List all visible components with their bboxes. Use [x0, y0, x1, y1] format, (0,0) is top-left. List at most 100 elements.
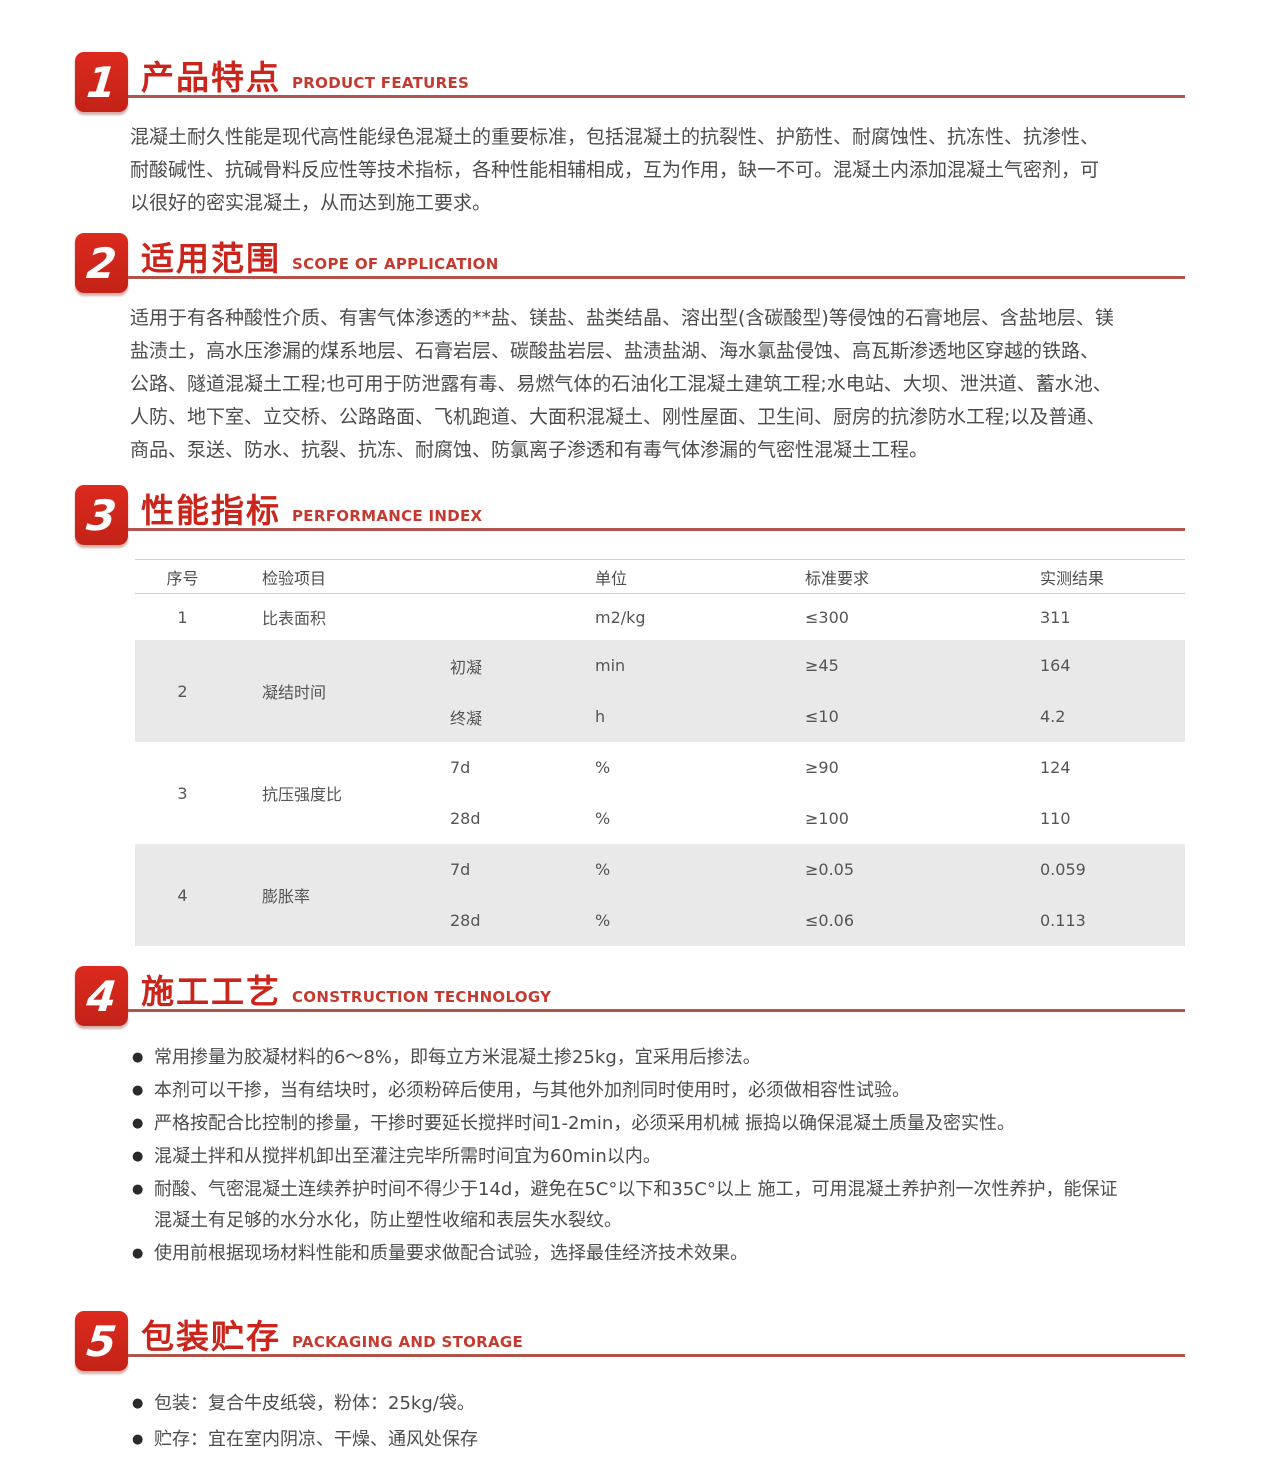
bullet-line: 混凝土有足够的水分水化，防止塑性收缩和表层失水裂纹。 — [154, 1210, 622, 1231]
table-cell: 110 — [1040, 809, 1071, 828]
table-cell: 凝结时间 — [262, 683, 327, 702]
bullet-icon: ● — [132, 1432, 144, 1447]
bullet-line: 使用前根据现场材料性能和质量要求做配合试验，选择最佳经济技术效果。 — [154, 1243, 748, 1264]
bullet-icon: ● — [132, 1050, 144, 1065]
bullet-item: ● 常用掺量为胶凝材料的6～8%，即每立方米混凝土掺25kg，宜采用后掺法。 — [132, 1042, 1185, 1073]
section-header: 1 产品特点 PRODUCT FEATURES — [75, 52, 1185, 112]
paragraph-line: 人防、地下室、立交桥、公路路面、飞机跑道、大面积混凝土、刚性屋面、卫生间、厨房的… — [130, 406, 1106, 428]
section-header: 5 包装贮存 PACKAGING AND STORAGE — [75, 1311, 1185, 1371]
section-title-row: 适用范围 SCOPE OF APPLICATION — [128, 233, 1185, 279]
section-subtitle: CONSTRUCTION TECHNOLOGY — [292, 988, 552, 1006]
bullet-item: ● 使用前根据现场材料性能和质量要求做配合试验，选择最佳经济技术效果。 — [132, 1238, 1185, 1269]
bullet-icon: ● — [132, 1246, 144, 1261]
paragraph: 混凝土耐久性能是现代高性能绿色混凝土的重要标准，包括混凝土的抗裂性、护筋性、耐腐… — [130, 121, 1165, 220]
table-header-cell: 标准要求 — [805, 568, 870, 588]
section-header: 3 性能指标 PERFORMANCE INDEX — [75, 485, 1185, 545]
paragraph-line: 商品、泵送、防水、抗裂、抗冻、耐腐蚀、防氯离子渗透和有毒气体渗漏的气密性混凝土工… — [130, 439, 929, 461]
paragraph-line: 公路、隧道混凝土工程;也可用于防泄露有毒、易燃气体的石油化工混凝土建筑工程;水电… — [130, 373, 1112, 395]
table-cell: % — [595, 911, 611, 930]
section-subtitle: PACKAGING AND STORAGE — [292, 1333, 524, 1351]
bullet-icon: ● — [132, 1149, 144, 1164]
table-cell: 2 — [177, 681, 188, 701]
bullet-list: ● 包装：复合牛皮纸袋，粉体：25kg/袋。 ● 贮存：宜在室内阴凉、干燥、通风… — [132, 1387, 1185, 1457]
bullet-item: ● 贮存：宜在室内阴凉、干燥、通风处保存 — [132, 1423, 1185, 1457]
section-number: 4 — [84, 971, 119, 1021]
section-subtitle: PRODUCT FEATURES — [292, 74, 470, 92]
table-header-row: 序号 检验项目 单位 标准要求 实测结果 — [135, 560, 1185, 594]
table-cell: 4 — [177, 885, 188, 905]
table-header-cell: 检验项目 — [262, 568, 327, 588]
section-title-row: 施工工艺 CONSTRUCTION TECHNOLOGY — [128, 966, 1185, 1012]
table-cell: 4.2 — [1040, 707, 1066, 726]
section-number-badge: 2 — [75, 233, 128, 293]
table-cell: ≥100 — [805, 809, 849, 828]
paragraph: 适用于有各种酸性介质、有害气体渗透的**盐、镁盐、盐类结晶、溶出型(含碳酸型)等… — [130, 302, 1165, 467]
bullet-item: ● 包装：复合牛皮纸袋，粉体：25kg/袋。 — [132, 1387, 1185, 1421]
table-cell: ≥90 — [805, 758, 839, 777]
paragraph-line: 混凝土耐久性能是现代高性能绿色混凝土的重要标准，包括混凝土的抗裂性、护筋性、耐腐… — [130, 126, 1100, 148]
table-cell: 7d — [450, 758, 471, 777]
bullet-list: ● 常用掺量为胶凝材料的6～8%，即每立方米混凝土掺25kg，宜采用后掺法。 ●… — [132, 1042, 1185, 1269]
paragraph-line: 以很好的密实混凝土，从而达到施工要求。 — [130, 192, 492, 214]
section-number-badge: 4 — [75, 966, 128, 1026]
bullet-item: ● 本剂可以干掺，当有结块时，必须粉碎后使用，与其他外加剂同时使用时，必须做相容… — [132, 1075, 1185, 1106]
section-title: 产品特点 — [141, 58, 281, 97]
section-title: 施工工艺 — [141, 972, 281, 1011]
table-cell: 164 — [1040, 656, 1071, 675]
table-cell: min — [595, 656, 626, 675]
table-cell: ≤10 — [805, 707, 839, 726]
bullet-icon: ● — [132, 1083, 144, 1098]
table-cell: 28d — [450, 911, 481, 930]
bullet-line: 本剂可以干掺，当有结块时，必须粉碎后使用，与其他外加剂同时使用时，必须做相容性试… — [154, 1080, 910, 1101]
paragraph-line: 适用于有各种酸性介质、有害气体渗透的**盐、镁盐、盐类结晶、溶出型(含碳酸型)等… — [130, 307, 1114, 329]
bullet-line: 常用掺量为胶凝材料的6～8%，即每立方米混凝土掺25kg，宜采用后掺法。 — [154, 1047, 761, 1068]
section-construction-technology: 4 施工工艺 CONSTRUCTION TECHNOLOGY ● 常用掺量为胶凝… — [75, 966, 1185, 1269]
section-number: 3 — [84, 490, 119, 540]
table-cell: 终凝 — [450, 708, 483, 728]
table-row: 2 凝结时间 初凝 min ≥45 164 终凝 h ≤10 4.2 — [135, 640, 1185, 742]
table-cell: % — [595, 758, 611, 777]
section-header: 2 适用范围 SCOPE OF APPLICATION — [75, 233, 1185, 293]
table-header-cell: 序号 — [166, 568, 199, 588]
table-cell: ≥0.05 — [805, 860, 855, 879]
paragraph-line: 耐酸碱性、抗碱骨料反应性等技术指标，各种性能相辅相成，互为作用，缺一不可。混凝土… — [130, 159, 1100, 181]
table-cell: 7d — [450, 860, 471, 879]
table-cell: ≤0.06 — [805, 911, 855, 930]
performance-table: 序号 检验项目 单位 标准要求 实测结果 1 比表面积 m2/kg ≤300 3… — [135, 559, 1185, 946]
table-cell: 抗压强度比 — [262, 785, 343, 804]
section-number-badge: 1 — [75, 52, 128, 112]
bullet-icon: ● — [132, 1182, 144, 1197]
section-title: 包装贮存 — [141, 1317, 281, 1356]
table-cell: % — [595, 860, 611, 879]
section-product-features: 1 产品特点 PRODUCT FEATURES 混凝土耐久性能是现代高性能绿色混… — [75, 52, 1185, 220]
table-cell: ≤300 — [805, 607, 849, 627]
table-cell: 3 — [177, 783, 188, 803]
bullet-line: 混凝土拌和从搅拌机卸出至灌注完毕所需时间宜为60min以内。 — [154, 1146, 661, 1167]
table-header-cell: 实测结果 — [1040, 568, 1105, 588]
section-number-badge: 3 — [75, 485, 128, 545]
table-row: 4 膨胀率 7d % ≥0.05 0.059 28d % ≤0.06 0.113 — [135, 844, 1185, 946]
table-cell: 28d — [450, 809, 481, 828]
bullet-item: ● 混凝土拌和从搅拌机卸出至灌注完毕所需时间宜为60min以内。 — [132, 1141, 1185, 1172]
section-title-row: 包装贮存 PACKAGING AND STORAGE — [128, 1311, 1185, 1357]
table-cell: 1 — [177, 607, 188, 627]
bullet-line: 包装：复合牛皮纸袋，粉体：25kg/袋。 — [154, 1393, 475, 1414]
table-cell: 膨胀率 — [262, 887, 311, 906]
table-cell: 311 — [1040, 607, 1071, 627]
table-cell: 比表面积 — [262, 609, 327, 628]
section-title: 适用范围 — [141, 239, 281, 278]
table-cell: 0.113 — [1040, 911, 1086, 930]
section-performance-index: 3 性能指标 PERFORMANCE INDEX 序号 检验项目 单位 标准要求… — [75, 485, 1185, 946]
table-cell: % — [595, 809, 611, 828]
bullet-line: 贮存：宜在室内阴凉、干燥、通风处保存 — [154, 1429, 478, 1450]
bullet-line: 耐酸、气密混凝土连续养护时间不得少于14d，避免在5C°以下和35C°以上 施工… — [154, 1179, 1118, 1200]
section-scope-of-application: 2 适用范围 SCOPE OF APPLICATION 适用于有各种酸性介质、有… — [75, 233, 1185, 467]
section-subtitle: SCOPE OF APPLICATION — [292, 255, 499, 273]
section-number: 5 — [84, 1316, 119, 1366]
section-title: 性能指标 — [141, 491, 281, 530]
section-subtitle: PERFORMANCE INDEX — [292, 507, 483, 525]
table-row: 1 比表面积 m2/kg ≤300 311 — [135, 594, 1185, 640]
section-number: 2 — [84, 238, 119, 288]
bullet-line: 严格按配合比控制的掺量，干掺时要延长搅拌时间1-2min，必须采用机械 振捣以确… — [154, 1113, 1016, 1134]
